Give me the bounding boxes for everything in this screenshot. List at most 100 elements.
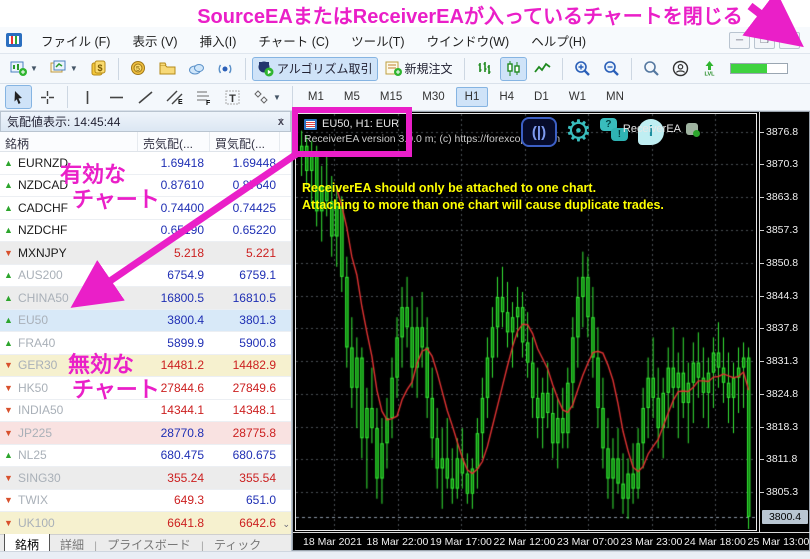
symbol-row-eurnzd[interactable]: ▲ EURNZD 1.69418 1.69448 xyxy=(0,152,291,175)
text-tool[interactable]: T xyxy=(219,85,246,109)
timeframe-m30[interactable]: M30 xyxy=(422,91,445,103)
info-icon[interactable]: i xyxy=(637,119,664,145)
chart-title: EU50, H1: EUR xyxy=(322,118,400,130)
chart-window-eu50[interactable]: EU50, H1: EUR ReceiverEA version 3.0.0 m… xyxy=(292,111,810,551)
symbol-row-india50[interactable]: ▼ INDIA50 14344.1 14348.1 xyxy=(0,399,291,422)
price-axis[interactable]: 3876.8 3870.3 3863.8 3857.3 3850.8 3844.3 3837… xyxy=(759,112,810,532)
new-chart-button[interactable]: ▼ xyxy=(5,57,43,81)
profiles-button[interactable]: ▼ xyxy=(45,57,83,81)
symbol-row-eu50[interactable]: ▲ EU50 3800.4 3801.3 xyxy=(0,309,291,332)
timeframe-m1[interactable]: M1 xyxy=(307,91,324,103)
menu-help[interactable]: ヘルプ(H) xyxy=(531,34,587,49)
down-arrow-icon: ▼ xyxy=(4,517,13,528)
market-watch-close-icon[interactable]: x xyxy=(277,115,284,128)
menu-chart[interactable]: チャート (C) xyxy=(258,34,330,49)
symbol-row-ger30[interactable]: ▼ GER30 14481.2 14482.9 xyxy=(0,354,291,377)
ea-smiley-icon xyxy=(686,123,700,137)
symbol-row-nzdchf[interactable]: ▲ NZDCHF 0.65190 0.65220 xyxy=(0,219,291,242)
search-button[interactable] xyxy=(638,57,665,81)
restore-button[interactable]: ❐ xyxy=(754,31,775,49)
chart-plot-area[interactable]: EU50, H1: EUR ReceiverEA version 3.0.0 m… xyxy=(295,113,757,531)
ask-value: 14482.9 xyxy=(232,358,276,373)
data-folder-button[interactable] xyxy=(154,57,181,81)
column-bid[interactable]: 売気配(... xyxy=(138,132,210,151)
user-icon xyxy=(672,60,689,77)
symbol-row-jp225[interactable]: ▼ JP225 28770.8 28775.8 xyxy=(0,422,291,445)
hline-tool[interactable] xyxy=(103,85,130,109)
zoom-in-button[interactable] xyxy=(569,57,596,81)
symbol-row-mxnjpy[interactable]: ▼ MXNJPY 5.218 5.221 xyxy=(0,242,291,265)
trendline-tool[interactable] xyxy=(132,85,159,109)
column-symbol[interactable]: 銘柄 xyxy=(0,132,138,151)
market-watch-toggle[interactable]: $ xyxy=(85,57,112,81)
chevron-down-icon[interactable]: ▼ xyxy=(30,64,38,73)
column-ask[interactable]: 買気配(... xyxy=(210,132,280,151)
svg-text:5: 5 xyxy=(136,66,140,73)
shapes-tool[interactable]: ▼ xyxy=(248,85,286,109)
new-order-button[interactable]: 新規注文 xyxy=(380,57,458,81)
svg-text:E: E xyxy=(178,99,183,106)
timeframe-d1[interactable]: D1 xyxy=(534,91,549,103)
close-button[interactable]: ✕ xyxy=(779,31,800,49)
date-axis[interactable]: 18 Mar 2021 18 Mar 22:00 19 Mar 17:00 22 Ma… xyxy=(293,532,810,550)
tab-details[interactable]: 詳細 xyxy=(60,538,85,552)
channel-tool[interactable]: E xyxy=(161,85,188,109)
menu-view[interactable]: 表示 (V) xyxy=(132,34,178,49)
timeframe-m5[interactable]: M5 xyxy=(343,91,360,103)
copier-icon[interactable]: (|) xyxy=(521,117,557,147)
chevron-down-icon[interactable]: ▼ xyxy=(273,92,281,102)
minimize-button[interactable]: ─ xyxy=(729,31,750,49)
tab-priceboard[interactable]: プライスボード xyxy=(107,538,191,552)
symbol-row-fra40[interactable]: ▲ FRA40 5899.9 5900.8 xyxy=(0,332,291,355)
timeframe-h4[interactable]: H4 xyxy=(499,91,515,103)
symbol-row-sing30[interactable]: ▼ SING30 355.24 355.54 xyxy=(0,467,291,490)
candle-chart-type-button[interactable] xyxy=(499,56,527,81)
gear-icon[interactable]: ⚙ xyxy=(565,115,592,148)
tab-separator: | xyxy=(200,539,204,553)
history-center-button[interactable]: 5 xyxy=(125,57,152,81)
timeframe-mn[interactable]: MN xyxy=(606,91,624,103)
timeframe-m15[interactable]: M15 xyxy=(379,91,403,103)
scroll-up-icon[interactable]: ⌃ xyxy=(277,117,285,127)
toolbar-separator xyxy=(291,86,293,108)
price-tick: 3811.8 xyxy=(760,453,810,465)
menu-window[interactable]: ウインドウ(W) xyxy=(426,34,510,49)
cursor-tool[interactable] xyxy=(5,85,32,109)
date-tick: 19 Mar 17:00 xyxy=(430,536,492,548)
app-logo-icon xyxy=(6,33,22,47)
candlestick-chart[interactable] xyxy=(296,114,756,530)
vline-tool[interactable] xyxy=(74,85,101,109)
symbol-row-aus200[interactable]: ▲ AUS200 6754.9 6759.1 xyxy=(0,264,291,287)
bar-chart-type-button[interactable] xyxy=(471,57,498,81)
line-chart-type-button[interactable] xyxy=(529,57,556,81)
ask-value: 0.87640 xyxy=(232,178,276,193)
symbol-row-china50[interactable]: ▲ CHINA50 16800.5 16810.5 xyxy=(0,287,291,310)
signals-button[interactable] xyxy=(212,57,239,81)
symbol-row-nl25[interactable]: ▲ NL25 680.475 680.675 xyxy=(0,444,291,467)
menu-insert[interactable]: 挿入(I) xyxy=(199,34,237,49)
timeframe-h1[interactable]: H1 xyxy=(455,87,489,107)
symbol-row-uk100[interactable]: ▼ UK100 6641.8 6642.6 xyxy=(0,512,291,534)
crosshair-tool[interactable] xyxy=(34,85,61,109)
timeframe-w1[interactable]: W1 xyxy=(568,91,586,103)
symbol-row-twix[interactable]: ▼ TWIX 649.3 651.0 xyxy=(0,489,291,512)
ask-value: 6642.6 xyxy=(239,515,276,530)
scroll-down-icon[interactable]: ⌄ xyxy=(282,519,290,529)
date-tick: 25 Mar 13:00 xyxy=(747,536,810,548)
cloud-button[interactable] xyxy=(183,57,210,81)
market-watch-titlebar[interactable]: 気配値表示: 14:45:44 x xyxy=(0,111,291,132)
levels-button[interactable]: LVL xyxy=(696,57,723,81)
fibo-tool[interactable]: F xyxy=(190,85,217,109)
menu-tools[interactable]: ツール(T) xyxy=(351,34,405,49)
account-button[interactable] xyxy=(667,57,694,81)
symbol-row-nzdcad[interactable]: ▲ NZDCAD 0.87610 0.87640 xyxy=(0,174,291,197)
toolbar-separator xyxy=(463,57,465,80)
symbol-row-hk50[interactable]: ▼ HK50 27844.6 27849.6 xyxy=(0,377,291,400)
chat-help-icon[interactable]: ?! xyxy=(599,118,630,146)
chevron-down-icon[interactable]: ▼ xyxy=(69,64,78,73)
menu-file[interactable]: ファイル (F) xyxy=(41,34,111,49)
tab-ticks[interactable]: ティック xyxy=(213,538,262,552)
algo-trading-button[interactable]: アルゴリズム取引 xyxy=(251,56,378,81)
zoom-out-button[interactable] xyxy=(598,57,625,81)
symbol-row-cadchf[interactable]: ▲ CADCHF 0.74400 0.74425 xyxy=(0,197,291,220)
